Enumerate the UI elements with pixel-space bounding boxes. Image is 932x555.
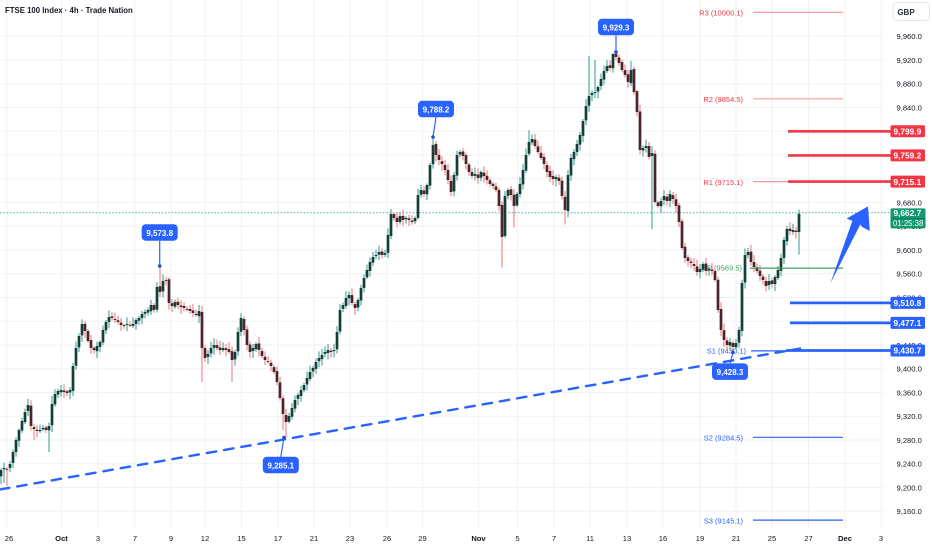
svg-text:23: 23 (346, 534, 354, 543)
svg-text:9,840.0: 9,840.0 (897, 103, 922, 112)
svg-text:FTSE 100 Index · 4h · Trade Na: FTSE 100 Index · 4h · Trade Nation (5, 6, 133, 15)
svg-text:9,759.2: 9,759.2 (894, 151, 922, 161)
svg-text:26: 26 (383, 534, 391, 543)
svg-text:9,788.2: 9,788.2 (423, 105, 450, 114)
svg-text:9,715.1: 9,715.1 (894, 177, 922, 187)
svg-text:9,285.1: 9,285.1 (267, 461, 294, 470)
svg-text:9,880.0: 9,880.0 (897, 80, 922, 89)
svg-text:01:25:38: 01:25:38 (893, 219, 923, 228)
svg-text:15: 15 (237, 534, 245, 543)
svg-text:P (9569.5): P (9569.5) (707, 264, 742, 273)
svg-text:9,680.0: 9,680.0 (897, 198, 922, 207)
svg-text:R2 (9854.5): R2 (9854.5) (703, 95, 743, 104)
svg-text:9,360.0: 9,360.0 (897, 388, 922, 397)
svg-text:S2 (9284.5): S2 (9284.5) (704, 434, 744, 443)
svg-text:S3 (9145.1): S3 (9145.1) (704, 516, 744, 525)
svg-text:29: 29 (418, 534, 426, 543)
svg-text:9,430.7: 9,430.7 (894, 346, 922, 356)
svg-text:11: 11 (586, 534, 594, 543)
svg-text:9,799.9: 9,799.9 (894, 127, 922, 137)
svg-text:16: 16 (659, 534, 667, 543)
svg-text:7: 7 (552, 534, 556, 543)
svg-text:13: 13 (623, 534, 631, 543)
svg-text:9,477.1: 9,477.1 (894, 318, 922, 328)
svg-text:9,428.3: 9,428.3 (717, 368, 744, 377)
svg-text:5: 5 (515, 534, 519, 543)
svg-text:27: 27 (804, 534, 812, 543)
svg-text:R3 (10000.1): R3 (10000.1) (699, 9, 743, 18)
svg-text:Oct: Oct (55, 534, 68, 543)
svg-text:3: 3 (879, 534, 883, 543)
svg-text:26: 26 (5, 534, 13, 543)
svg-text:9,280.0: 9,280.0 (897, 436, 922, 445)
svg-text:9,573.8: 9,573.8 (146, 229, 173, 238)
svg-text:GBP: GBP (897, 8, 915, 17)
svg-text:Nov: Nov (471, 534, 486, 543)
svg-text:9,560.0: 9,560.0 (897, 270, 922, 279)
svg-text:9,400.0: 9,400.0 (897, 365, 922, 374)
svg-text:9: 9 (169, 534, 173, 543)
svg-text:9,920.0: 9,920.0 (897, 56, 922, 65)
svg-text:S1 (9430.1): S1 (9430.1) (707, 347, 747, 356)
svg-text:9,510.8: 9,510.8 (894, 298, 922, 308)
svg-text:12: 12 (201, 534, 209, 543)
svg-text:9,240.0: 9,240.0 (897, 460, 922, 469)
svg-text:Dec: Dec (838, 534, 852, 543)
svg-text:9,662.7: 9,662.7 (894, 208, 922, 218)
svg-text:9,929.3: 9,929.3 (603, 23, 630, 32)
svg-text:17: 17 (274, 534, 282, 543)
svg-text:21: 21 (310, 534, 318, 543)
svg-text:9,960.0: 9,960.0 (897, 32, 922, 41)
svg-text:9,600.0: 9,600.0 (897, 246, 922, 255)
svg-text:21: 21 (732, 534, 740, 543)
svg-text:3: 3 (96, 534, 100, 543)
svg-text:25: 25 (768, 534, 776, 543)
svg-text:9,160.0: 9,160.0 (897, 507, 922, 516)
svg-text:7: 7 (133, 534, 137, 543)
svg-text:19: 19 (696, 534, 704, 543)
svg-text:9,320.0: 9,320.0 (897, 412, 922, 421)
svg-text:9,200.0: 9,200.0 (897, 483, 922, 492)
svg-text:R1 (9715.1): R1 (9715.1) (703, 178, 743, 187)
